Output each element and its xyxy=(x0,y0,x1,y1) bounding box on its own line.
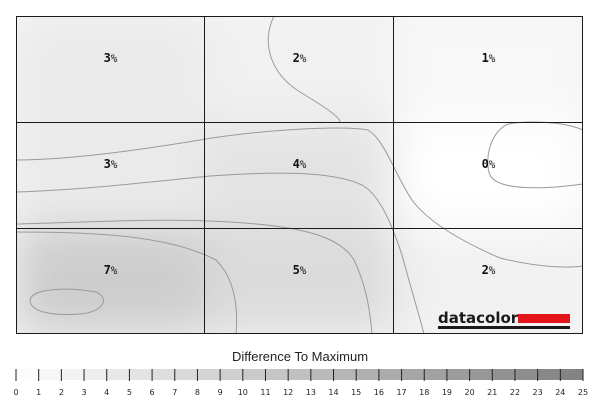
scale-swatch-4 xyxy=(106,369,130,380)
cell-shade-r2-c0 xyxy=(16,228,205,334)
cell-shade-r1-c0 xyxy=(16,122,205,228)
scale-tick-label-7: 7 xyxy=(172,388,177,397)
scale-tick-label-22: 22 xyxy=(510,388,520,397)
scale-tick-label-24: 24 xyxy=(555,388,565,397)
scale-tick-label-4: 4 xyxy=(104,388,109,397)
scale-tick-label-0: 0 xyxy=(13,388,18,397)
color-scale-bar xyxy=(16,369,583,380)
scale-swatch-23 xyxy=(537,369,561,380)
color-scale-ticks: 0 1 2 3 4 5 6 7 8 9 10 11 12 13 14 15 16 17 18 19 20 21 22 23 24… xyxy=(13,369,588,397)
scale-tick-label-14: 14 xyxy=(328,388,338,397)
cell-value-r0-c1: 2% xyxy=(293,51,307,65)
cell-shade-r0-c1 xyxy=(205,16,394,122)
scale-swatch-12 xyxy=(288,369,311,380)
scale-tick-label-20: 20 xyxy=(465,388,475,397)
scale-swatch-18 xyxy=(424,369,447,380)
scale-tick-label-1: 1 xyxy=(36,388,41,397)
cell-value-r0-c0: 3% xyxy=(104,51,118,65)
cell-shade-r0-c2 xyxy=(394,16,583,122)
scale-swatch-3 xyxy=(84,369,107,380)
scale-swatch-11 xyxy=(265,369,289,380)
scale-swatch-1 xyxy=(38,369,62,380)
scale-tick-label-18: 18 xyxy=(419,388,429,397)
logo-wordmark: datacolor xyxy=(438,309,519,327)
scale-swatch-21 xyxy=(492,369,515,380)
scale-tick-label-9: 9 xyxy=(218,388,223,397)
scale-swatch-2 xyxy=(61,369,85,380)
scale-title: Difference To Maximum xyxy=(232,349,368,364)
scale-swatch-13 xyxy=(310,369,334,380)
scale-tick-label-8: 8 xyxy=(195,388,200,397)
scale-swatch-22 xyxy=(514,369,538,380)
scale-tick-label-21: 21 xyxy=(487,388,497,397)
scale-tick-label-15: 15 xyxy=(351,388,361,397)
cell-value-r0-c2: 1% xyxy=(482,51,496,65)
scale-swatch-6 xyxy=(152,369,175,380)
scale-tick-label-11: 11 xyxy=(260,388,270,397)
scale-swatch-10 xyxy=(242,369,266,380)
scale-tick-label-19: 19 xyxy=(442,388,452,397)
scale-tick-label-12: 12 xyxy=(283,388,293,397)
scale-swatch-17 xyxy=(401,369,425,380)
scale-tick-label-17: 17 xyxy=(396,388,406,397)
grid-lines xyxy=(16,16,583,334)
cell-value-r1-c1: 4% xyxy=(293,157,307,171)
scale-swatch-8 xyxy=(197,369,221,380)
scale-tick-label-5: 5 xyxy=(127,388,132,397)
scale-swatch-14 xyxy=(333,369,357,380)
logo-accent-bar xyxy=(518,314,570,323)
scale-swatch-5 xyxy=(129,369,153,380)
scale-swatch-0 xyxy=(16,369,39,380)
cell-value-r2-c0: 7% xyxy=(104,263,118,277)
cell-shade-r1-c1 xyxy=(205,122,394,228)
scale-swatch-7 xyxy=(174,369,198,380)
cell-shade-r2-c1 xyxy=(205,228,394,334)
scale-swatch-15 xyxy=(356,369,379,380)
scale-tick-label-13: 13 xyxy=(306,388,316,397)
scale-swatch-19 xyxy=(446,369,470,380)
scale-tick-label-23: 23 xyxy=(533,388,543,397)
contour-lines xyxy=(16,16,583,334)
logo-underline xyxy=(438,326,570,329)
scale-tick-label-25: 25 xyxy=(578,388,588,397)
scale-tick-label-6: 6 xyxy=(150,388,155,397)
scale-swatch-20 xyxy=(469,369,493,380)
cell-labels: 3% 2% 1% 3% 4% 0% 7% 5% 2% xyxy=(104,51,496,277)
datacolor-logo: datacolor xyxy=(438,309,570,329)
cell-value-r1-c0: 3% xyxy=(104,157,118,171)
cell-shade-r1-c2 xyxy=(394,122,583,228)
cell-value-r1-c2: 0% xyxy=(482,157,496,171)
scale-swatch-24 xyxy=(560,369,583,380)
cell-shade-r0-c0 xyxy=(16,16,205,122)
cell-value-r2-c1: 5% xyxy=(293,263,307,277)
scale-tick-label-16: 16 xyxy=(374,388,384,397)
cell-value-r2-c2: 2% xyxy=(482,263,496,277)
scale-tick-label-2: 2 xyxy=(59,388,64,397)
scale-tick-label-3: 3 xyxy=(81,388,86,397)
scale-tick-label-10: 10 xyxy=(238,388,248,397)
scale-swatch-9 xyxy=(220,369,243,380)
scale-swatch-16 xyxy=(378,369,402,380)
uniformity-shading xyxy=(16,16,583,334)
